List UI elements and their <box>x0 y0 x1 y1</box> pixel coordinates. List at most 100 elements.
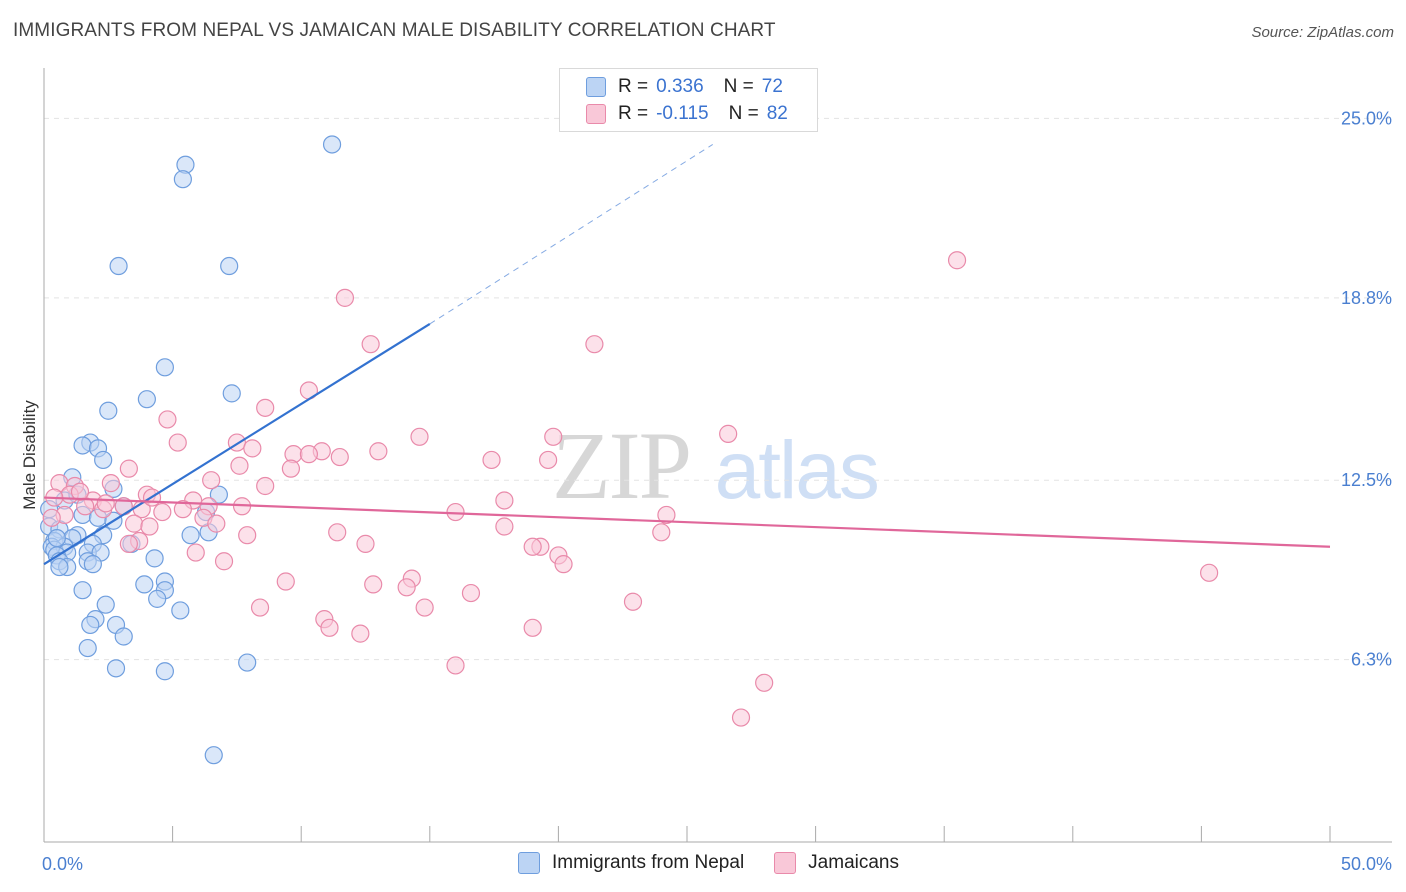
jamaica-point <box>96 494 115 513</box>
legend-swatch-jamaica <box>774 852 797 874</box>
legend-swatch-nepal <box>518 852 540 874</box>
legend-swatch-jamaica <box>586 104 606 124</box>
nepal-point <box>181 526 200 545</box>
jamaica-point <box>299 445 319 464</box>
jamaica-point <box>243 439 262 458</box>
nepal-point <box>96 595 115 614</box>
jamaica-point <box>539 450 558 470</box>
jamaica-point <box>101 474 120 493</box>
legend-r-label: R = <box>618 103 649 124</box>
legend-bottom: Immigrants from Nepal Jamaicans <box>518 852 929 874</box>
source-label: Source: ZipAtlas.com <box>1251 24 1394 41</box>
nepal-point <box>73 436 92 455</box>
jamaica-point <box>410 427 429 446</box>
jamaica-point <box>446 656 465 675</box>
jamaica-point <box>250 598 270 617</box>
y-tick-label: 12.5% <box>1341 470 1392 490</box>
trend-line-jamaica <box>43 496 1331 548</box>
nepal-point <box>173 170 192 189</box>
jamaica-point <box>330 447 349 467</box>
nepal-point <box>78 638 97 658</box>
chart-title: IMMIGRANTS FROM NEPAL VS JAMAICAN MALE D… <box>13 20 776 41</box>
legend-r-value: 0.336 <box>656 76 704 97</box>
jamaica-point <box>153 502 172 522</box>
legend-n-label: N = <box>723 76 754 97</box>
nepal-point <box>50 557 69 577</box>
x-tick-label: 0.0% <box>42 854 83 874</box>
legend-label-jamaica: Jamaicans <box>808 852 899 873</box>
nepal-point <box>155 662 174 681</box>
jamaica-point <box>495 491 514 510</box>
jamaica-point <box>719 424 738 443</box>
jamaica-point <box>495 517 514 536</box>
jamaica-point <box>351 624 370 643</box>
jamaica-point <box>119 459 138 478</box>
nepal-point <box>47 528 66 548</box>
nepal-point <box>238 653 257 672</box>
watermark-zip: ZIP <box>552 412 692 519</box>
trend-line-nepal <box>43 322 431 566</box>
jamaica-point <box>256 398 275 417</box>
nepal-point <box>222 384 241 403</box>
jamaica-point <box>173 500 192 519</box>
grid-layer <box>44 117 1392 661</box>
nepal-point <box>322 135 342 154</box>
nepal-point <box>137 390 156 409</box>
jamaica-point <box>335 288 355 307</box>
jamaica-point <box>523 618 542 637</box>
trend-line-nepal-extension <box>429 144 713 325</box>
jamaica-point <box>140 517 159 536</box>
jamaica-point <box>124 514 144 533</box>
nepal-point <box>106 659 126 678</box>
jamaica-point <box>276 572 295 591</box>
legend-n-label: N = <box>728 103 759 124</box>
nepal-point <box>148 589 167 608</box>
nepal-point <box>220 256 239 276</box>
legend-n-value: 82 <box>766 103 788 124</box>
jamaica-point <box>361 335 380 354</box>
nepal-point <box>83 555 102 574</box>
nepal-point <box>204 746 223 765</box>
nepal-point <box>145 549 164 568</box>
nepal-point <box>94 450 113 470</box>
nepal-point <box>109 256 128 276</box>
jamaica-point <box>207 514 226 533</box>
jamaica-point <box>214 552 234 571</box>
jamaica-point <box>397 578 416 597</box>
jamaica-point <box>328 523 347 542</box>
watermark-atlas: atlas <box>714 425 880 516</box>
legend-n-value: 72 <box>761 76 783 97</box>
nepal-point <box>81 615 100 635</box>
jamaica-point <box>554 555 573 574</box>
jamaica-point <box>415 598 434 617</box>
jamaica-point <box>652 523 671 542</box>
jamaica-point <box>70 482 90 501</box>
jamaica-point <box>186 543 205 562</box>
jamaica-point <box>623 592 643 611</box>
jamaica-point <box>42 508 61 527</box>
y-tick-label: 18.8% <box>1341 288 1392 308</box>
nepal-point <box>155 358 174 377</box>
jamaica-point <box>202 471 221 490</box>
nepal-point <box>73 581 92 600</box>
jamaica-point <box>461 583 481 603</box>
trend-layer <box>43 144 1331 566</box>
jamaica-point <box>369 442 388 461</box>
jamaica-point <box>364 575 383 594</box>
legend-label-nepal: Immigrants from Nepal <box>552 852 745 873</box>
nepal-point <box>114 627 133 646</box>
jamaica-point <box>320 618 339 637</box>
nepal-point <box>135 575 154 594</box>
jamaica-point <box>755 673 774 692</box>
jamaica-point <box>168 433 187 452</box>
jamaica-point <box>947 251 967 270</box>
nepal-point <box>99 401 118 420</box>
jamaica-point <box>230 456 249 475</box>
jamaica-point <box>281 459 301 478</box>
jamaica-point <box>482 450 501 470</box>
jamaica-point <box>585 335 604 354</box>
y-axis-title: Male Disability <box>20 400 39 510</box>
jamaica-point <box>1200 563 1219 582</box>
legend-row-jamaica: R = -0.115 N = 82 <box>586 102 788 126</box>
jamaica-point <box>523 537 542 556</box>
